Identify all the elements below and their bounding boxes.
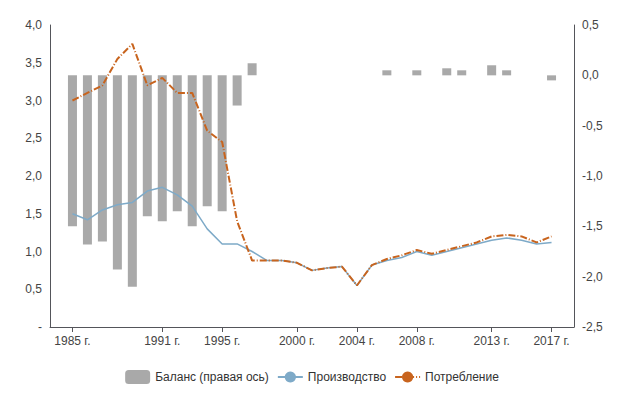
svg-text:1995 г.: 1995 г. [204, 334, 240, 348]
svg-text:-: - [38, 320, 42, 334]
svg-text:2000 г.: 2000 г. [279, 334, 315, 348]
svg-text:2008 г.: 2008 г. [399, 334, 435, 348]
svg-text:-2,5: -2,5 [582, 320, 603, 334]
svg-text:Потребление: Потребление [425, 370, 499, 384]
svg-text:-0,5: -0,5 [582, 119, 603, 133]
svg-text:1,0: 1,0 [25, 245, 42, 259]
svg-text:2004 г.: 2004 г. [339, 334, 375, 348]
svg-text:0,0: 0,0 [582, 68, 599, 82]
svg-text:-1,0: -1,0 [582, 169, 603, 183]
svg-text:1991 г.: 1991 г. [144, 334, 180, 348]
svg-text:Баланс (правая ось): Баланс (правая ось) [155, 370, 269, 384]
svg-text:0,5: 0,5 [582, 18, 599, 32]
svg-text:3,5: 3,5 [25, 56, 42, 70]
svg-text:1,5: 1,5 [25, 207, 42, 221]
svg-text:4,0: 4,0 [25, 18, 42, 32]
svg-text:2013 г.: 2013 г. [474, 334, 510, 348]
svg-text:2017 г.: 2017 г. [533, 334, 569, 348]
svg-text:3,0: 3,0 [25, 94, 42, 108]
svg-text:Производство: Производство [308, 370, 387, 384]
svg-text:2,0: 2,0 [25, 169, 42, 183]
svg-text:-1,5: -1,5 [582, 219, 603, 233]
svg-text:-2,0: -2,0 [582, 270, 603, 284]
svg-text:0,5: 0,5 [25, 282, 42, 296]
svg-text:1985 г.: 1985 г. [54, 334, 90, 348]
svg-text:2,5: 2,5 [25, 131, 42, 145]
